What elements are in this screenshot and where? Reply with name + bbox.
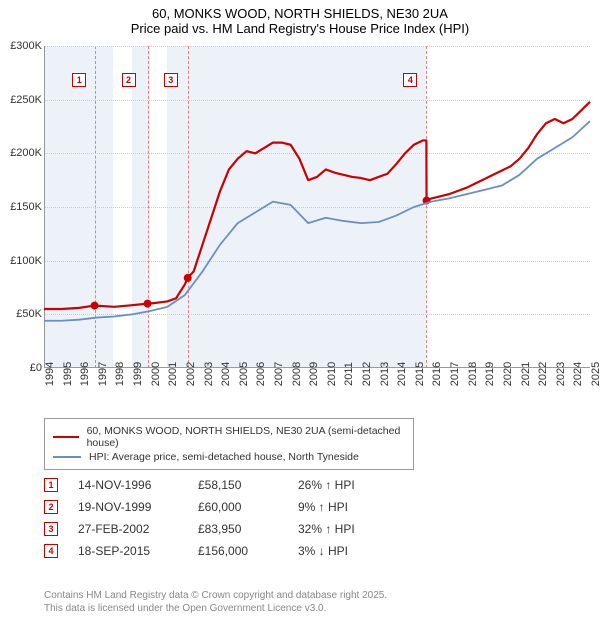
y-tick-label: £100K — [10, 255, 42, 267]
x-tick-label: 2020 — [502, 362, 514, 386]
x-tick-label: 2012 — [361, 362, 373, 386]
chart-marker-box: 2 — [122, 73, 136, 87]
x-tick-label: 1997 — [97, 362, 109, 386]
series-marker — [184, 274, 192, 282]
y-tick-label: £0 — [30, 362, 42, 374]
series-line — [44, 102, 590, 309]
x-tick-label: 2000 — [150, 362, 162, 386]
series-marker — [144, 300, 152, 308]
legend-label: HPI: Average price, semi-detached house,… — [89, 451, 359, 463]
x-tick-label: 2014 — [396, 362, 408, 386]
event-marker-box: 2 — [44, 500, 58, 514]
y-tick-label: £250K — [10, 94, 42, 106]
event-price: £156,000 — [198, 544, 298, 558]
x-tick-label: 2017 — [449, 362, 461, 386]
x-tick-label: 2011 — [343, 362, 355, 386]
y-tick-label: £50K — [16, 308, 42, 320]
x-tick-label: 1998 — [114, 362, 126, 386]
event-marker-box: 1 — [44, 478, 58, 492]
x-tick-label: 2001 — [167, 362, 179, 386]
x-tick-label: 2021 — [520, 362, 532, 386]
series-marker — [91, 302, 99, 310]
footer-line2: This data is licensed under the Open Gov… — [44, 603, 387, 616]
event-pct: 26% ↑ HPI — [298, 478, 418, 492]
x-tick-label: 1995 — [62, 362, 74, 386]
event-date: 18-SEP-2015 — [78, 544, 198, 558]
chart-lines — [44, 46, 590, 368]
event-date: 14-NOV-1996 — [78, 478, 198, 492]
chart-title-line2: Price paid vs. HM Land Registry's House … — [0, 21, 600, 36]
x-tick-label: 2016 — [431, 362, 443, 386]
x-tick-label: 2004 — [220, 362, 232, 386]
legend-row: HPI: Average price, semi-detached house,… — [53, 451, 405, 463]
event-row: 2 19-NOV-1999£60,0009% ↑ HPI — [44, 500, 418, 514]
series-line — [44, 121, 590, 321]
chart-marker-box: 1 — [72, 73, 86, 87]
x-tick-label: 1999 — [132, 362, 144, 386]
footer-line1: Contains HM Land Registry data © Crown c… — [44, 590, 387, 603]
event-date: 19-NOV-1999 — [78, 500, 198, 514]
event-price: £83,950 — [198, 522, 298, 536]
x-tick-label: 2015 — [414, 362, 426, 386]
x-tick-label: 2005 — [238, 362, 250, 386]
x-tick-label: 2022 — [537, 362, 549, 386]
event-table: 1 14-NOV-1996£58,15026% ↑ HPI 2 19-NOV-1999… — [44, 470, 418, 566]
event-pct: 3% ↓ HPI — [298, 544, 418, 558]
event-pct: 9% ↑ HPI — [298, 500, 418, 514]
event-row: 1 14-NOV-1996£58,15026% ↑ HPI — [44, 478, 418, 492]
x-tick-label: 1996 — [79, 362, 91, 386]
x-tick-label: 2018 — [467, 362, 479, 386]
x-tick-label: 2003 — [203, 362, 215, 386]
legend-swatch — [53, 456, 81, 458]
event-row: 3 27-FEB-2002£83,95032% ↑ HPI — [44, 522, 418, 536]
x-tick-label: 2024 — [572, 362, 584, 386]
x-tick-label: 2007 — [273, 362, 285, 386]
x-tick-label: 2002 — [185, 362, 197, 386]
event-date: 27-FEB-2002 — [78, 522, 198, 536]
event-price: £60,000 — [198, 500, 298, 514]
chart-marker-box: 4 — [403, 73, 417, 87]
x-tick-label: 2009 — [308, 362, 320, 386]
x-tick-label: 2006 — [255, 362, 267, 386]
event-row: 4 18-SEP-2015£156,0003% ↓ HPI — [44, 544, 418, 558]
y-tick-label: £300K — [10, 40, 42, 52]
x-tick-label: 2023 — [555, 362, 567, 386]
x-tick-label: 2019 — [484, 362, 496, 386]
event-pct: 32% ↑ HPI — [298, 522, 418, 536]
event-marker-box: 3 — [44, 522, 58, 536]
x-tick-label: 2013 — [379, 362, 391, 386]
chart-title-line1: 60, MONKS WOOD, NORTH SHIELDS, NE30 2UA — [0, 6, 600, 21]
legend-swatch — [53, 436, 79, 438]
footer-attribution: Contains HM Land Registry data © Crown c… — [44, 590, 387, 615]
event-price: £58,150 — [198, 478, 298, 492]
y-tick-label: £200K — [10, 147, 42, 159]
x-tick-label: 2010 — [326, 362, 338, 386]
legend-label: 60, MONKS WOOD, NORTH SHIELDS, NE30 2UA … — [87, 425, 405, 449]
chart-marker-box: 3 — [164, 73, 178, 87]
x-tick-label: 1994 — [44, 362, 56, 386]
legend-row: 60, MONKS WOOD, NORTH SHIELDS, NE30 2UA … — [53, 425, 405, 449]
y-tick-label: £150K — [10, 201, 42, 213]
event-marker-box: 4 — [44, 544, 58, 558]
x-tick-label: 2025 — [590, 362, 600, 386]
legend: 60, MONKS WOOD, NORTH SHIELDS, NE30 2UA … — [44, 418, 414, 470]
x-tick-label: 2008 — [291, 362, 303, 386]
